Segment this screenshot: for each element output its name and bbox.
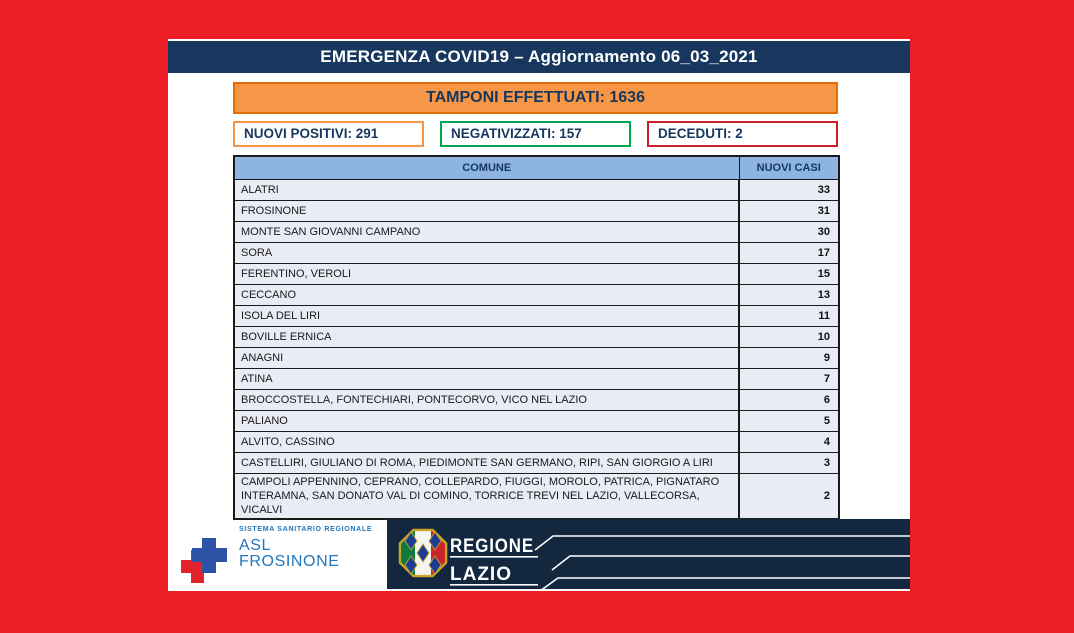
comune-cell: ISOLA DEL LIRI — [233, 305, 740, 327]
table-row: CASTELLIRI, GIULIANO DI ROMA, PIEDIMONTE… — [233, 452, 840, 474]
comune-cell: PALIANO — [233, 410, 740, 432]
table-row: FROSINONE 31 — [233, 200, 840, 222]
page-title: EMERGENZA COVID19 – Aggiornamento 06_03_… — [168, 41, 910, 73]
table-row: ALATRI 33 — [233, 179, 840, 201]
nuovi-casi-cell: 33 — [738, 179, 840, 201]
column-header-comune: COMUNE — [233, 155, 740, 180]
nuovi-casi-cell: 31 — [738, 200, 840, 222]
comune-cell: FERENTINO, VEROLI — [233, 263, 740, 285]
nuovi-casi-cell: 4 — [738, 431, 840, 453]
table-header-row: COMUNE NUOVI CASI — [233, 155, 840, 180]
blue-cross-shape — [192, 538, 227, 573]
cases-table: COMUNE NUOVI CASI ALATRI 33 FROSINONE 31 MON… — [233, 155, 840, 520]
nuovi-casi-cell: 7 — [738, 368, 840, 390]
asl-name-line1: ASL — [239, 537, 272, 554]
comune-cell: BROCCOSTELLA, FONTECHIARI, PONTECORVO, V… — [233, 389, 740, 411]
comune-cell: ANAGNI — [233, 347, 740, 369]
comune-cell: CAMPOLI APPENNINO, CEPRANO, COLLEPARDO, … — [233, 473, 740, 520]
table-row: MONTE SAN GIOVANNI CAMPANO 30 — [233, 221, 840, 243]
comune-cell: CECCANO — [233, 284, 740, 306]
nuovi-casi-cell: 6 — [738, 389, 840, 411]
table-row: ALVITO, CASSINO 4 — [233, 431, 840, 453]
comune-cell: BOVILLE ERNICA — [233, 326, 740, 348]
nuovi-casi-cell: 9 — [738, 347, 840, 369]
stats-row: NUOVI POSITIVI: 291 NEGATIVIZZATI: 157 D… — [233, 121, 838, 147]
lazio-underline — [450, 584, 538, 586]
regione-label: REGIONE — [450, 536, 534, 557]
comune-cell: SORA — [233, 242, 740, 264]
stat-nuovi-positivi: NUOVI POSITIVI: 291 — [233, 121, 424, 147]
comune-cell: ALATRI — [233, 179, 740, 201]
nuovi-casi-cell: 5 — [738, 410, 840, 432]
asl-text-block: SISTEMA SANITARIO REGIONALE ASL FROSINON… — [239, 526, 373, 570]
nuovi-casi-cell: 2 — [738, 473, 840, 520]
table-row: BROCCOSTELLA, FONTECHIARI, PONTECORVO, V… — [233, 389, 840, 411]
regione-lazio-banner: REGIONE LAZIO — [387, 519, 910, 589]
nuovi-casi-cell: 11 — [738, 305, 840, 327]
nuovi-casi-cell: 17 — [738, 242, 840, 264]
comune-cell: CASTELLIRI, GIULIANO DI ROMA, PIEDIMONTE… — [233, 452, 740, 474]
table-row: CAMPOLI APPENNINO, CEPRANO, COLLEPARDO, … — [233, 473, 840, 520]
comune-cell: ALVITO, CASSINO — [233, 431, 740, 453]
table-row: CECCANO 13 — [233, 284, 840, 306]
comune-cell: FROSINONE — [233, 200, 740, 222]
banner-chevron-lines — [534, 535, 910, 589]
cases-table-body: ALATRI 33 FROSINONE 31 MONTE SAN GIOVANNI CA… — [233, 179, 840, 520]
nuovi-casi-cell: 30 — [738, 221, 840, 243]
table-row: ISOLA DEL LIRI 11 — [233, 305, 840, 327]
asl-cross-icon — [181, 538, 227, 589]
table-row: ANAGNI 9 — [233, 347, 840, 369]
lazio-label: LAZIO — [450, 564, 512, 585]
asl-name-line2: FROSINONE — [239, 553, 340, 570]
nuovi-casi-cell: 3 — [738, 452, 840, 474]
table-row: FERENTINO, VEROLI 15 — [233, 263, 840, 285]
asl-small-label: SISTEMA SANITARIO REGIONALE — [239, 526, 373, 533]
regione-lazio-emblem-icon — [398, 528, 448, 578]
table-row: SORA 17 — [233, 242, 840, 264]
stat-deceduti: DECEDUTI: 2 — [647, 121, 838, 147]
nuovi-casi-cell: 13 — [738, 284, 840, 306]
comune-cell: ATINA — [233, 368, 740, 390]
table-row: ATINA 7 — [233, 368, 840, 390]
column-header-nuovi-casi: NUOVI CASI — [738, 155, 840, 180]
nuovi-casi-cell: 15 — [738, 263, 840, 285]
tamponi-banner: TAMPONI EFFETTUATI: 1636 — [233, 82, 838, 114]
stat-negativizzati: NEGATIVIZZATI: 157 — [440, 121, 631, 147]
asl-frosinone-logo: SISTEMA SANITARIO REGIONALE ASL FROSINON… — [181, 526, 381, 584]
regione-underline — [450, 556, 538, 558]
table-row: BOVILLE ERNICA 10 — [233, 326, 840, 348]
bulletin-card: EMERGENZA COVID19 – Aggiornamento 06_03_… — [168, 39, 910, 591]
comune-cell: MONTE SAN GIOVANNI CAMPANO — [233, 221, 740, 243]
table-row: PALIANO 5 — [233, 410, 840, 432]
nuovi-casi-cell: 10 — [738, 326, 840, 348]
